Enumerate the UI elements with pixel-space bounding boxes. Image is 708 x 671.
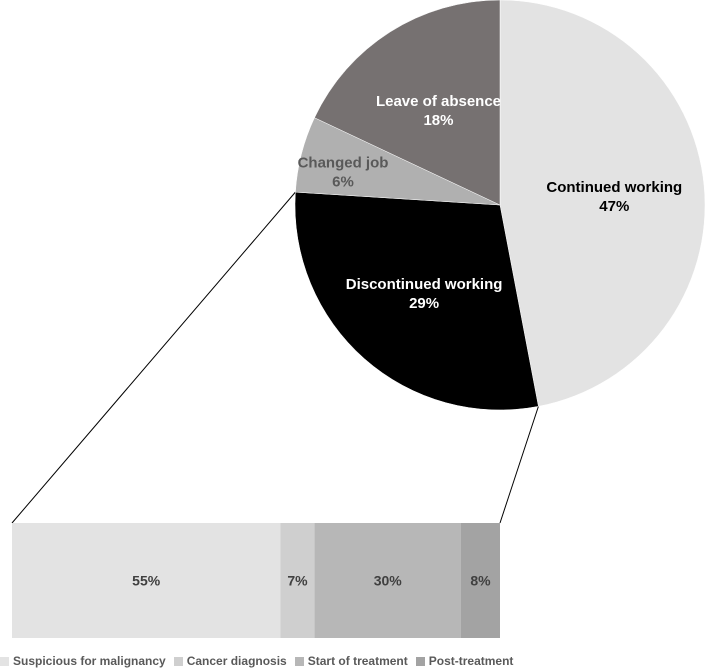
pie-label-discontinued-working: Discontinued working (346, 276, 503, 293)
pie-value-changed-job: 6% (332, 173, 354, 190)
pie-chart: Continued working 47% Discontinued working… (294, 0, 706, 411)
pie-slice-discontinued-working (294, 191, 539, 411)
legend-swatch (294, 656, 304, 666)
bar-segment-post-treatment (460, 523, 500, 638)
pie-value-continued-working: 47% (599, 198, 629, 215)
legend-label: Cancer diagnosis (186, 654, 287, 668)
legend-item-start-of-treatment: Start of treatment (294, 654, 408, 668)
legend-swatch (0, 656, 9, 666)
legend: Suspicious for malignancy Cancer diagnosi… (0, 652, 708, 670)
connector-line-right (499, 406, 539, 524)
bar-label-suspicious-for-malignancy: 55% (132, 573, 161, 589)
legend-swatch (173, 656, 183, 666)
bar-label-post-treatment: 8% (470, 573, 491, 589)
legend-item-cancer-diagnosis: Cancer diagnosis (173, 654, 287, 668)
pie-slice-leave-of-absence (314, 0, 501, 206)
pie-value-discontinued-working: 29% (409, 295, 439, 312)
pie-label-leave-of-absence: Leave of absence (376, 93, 501, 110)
bar-label-start-of-treatment: 30% (374, 573, 403, 589)
pie-label-continued-working: Continued working (546, 179, 682, 196)
pie-slice-continued-working (499, 0, 706, 407)
legend-label: Start of treatment (307, 654, 408, 668)
legend-item-post-treatment: Post-treatment (415, 654, 514, 668)
pie-value-leave-of-absence: 18% (423, 112, 453, 129)
legend-item-suspicious-for-malignancy: Suspicious for malignancy (0, 654, 166, 668)
legend-label: Post-treatment (428, 654, 514, 668)
pie-label-changed-job: Changed job (298, 154, 389, 171)
legend-swatch (415, 656, 425, 666)
connector-lines (11, 191, 539, 524)
legend-label: Suspicious for malignancy (13, 654, 166, 668)
bar-label-cancer-diagnosis: 7% (287, 573, 308, 589)
stacked-bar: 55% 7% 30% 8% (12, 523, 500, 638)
connector-line-left (11, 191, 296, 524)
bar-segment-cancer-diagnosis (280, 523, 315, 638)
bar-segment-start-of-treatment (314, 523, 461, 638)
bar-segment-suspicious-for-malignancy (12, 523, 281, 638)
